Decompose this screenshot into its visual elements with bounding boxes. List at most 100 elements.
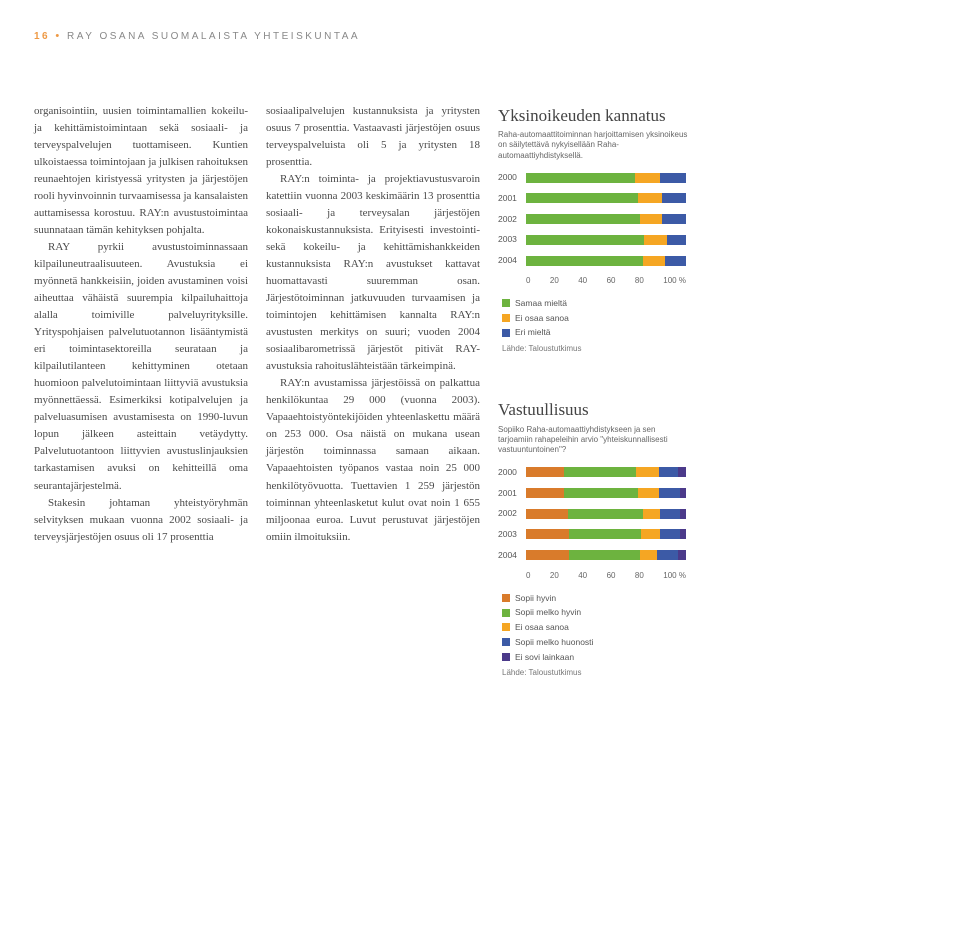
bar-row: 2002 (498, 213, 690, 226)
chart-legend: Samaa mieltä Ei osaa sanoaEri mieltä (502, 297, 690, 339)
bar-segment (660, 509, 679, 519)
legend-swatch-icon (502, 623, 510, 631)
bar-segment (526, 509, 568, 519)
bar-segment (526, 467, 564, 477)
legend-label: Sopii melko huonosti (515, 636, 593, 649)
sidebar-charts: Yksinoikeuden kannatus Raha-automaattito… (498, 103, 690, 680)
axis-tick: 40 (578, 275, 587, 287)
legend-label: Sopii melko hyvin (515, 606, 581, 619)
axis-tick: 20 (550, 275, 559, 287)
bar-row: 2004 (498, 254, 690, 267)
chart-source: Lähde: Taloustutkimus (502, 343, 690, 355)
chart-bars: 2000 2001 2002 2003 2004 (498, 466, 690, 562)
bar-segment (526, 173, 635, 183)
paragraph: Stakesin johtaman yhteistyöryhmän selvit… (34, 495, 248, 546)
bar-segment (678, 550, 686, 560)
bar-year-label: 2003 (498, 233, 520, 246)
legend-swatch-icon (502, 329, 510, 337)
legend-label: Eri mieltä (515, 326, 550, 339)
legend-swatch-icon (502, 314, 510, 322)
bar-row: 2002 (498, 507, 690, 520)
bar-year-label: 2001 (498, 487, 520, 500)
bar-segment (526, 214, 640, 224)
bar-row: 2003 (498, 233, 690, 246)
bar-segment (526, 235, 644, 245)
bar-segment (640, 214, 662, 224)
legend-item: Ei osaa sanoa (502, 312, 690, 325)
bar-segment (526, 256, 643, 266)
legend-item: Ei sovi lainkaan (502, 651, 690, 664)
bar-year-label: 2002 (498, 507, 520, 520)
axis-tick: 60 (607, 275, 616, 287)
legend-item: Eri mieltä (502, 326, 690, 339)
bar-segment (641, 529, 660, 539)
bar-row: 2003 (498, 528, 690, 541)
bar-segment (526, 488, 564, 498)
bar-segment (640, 550, 658, 560)
bar-row: 2001 (498, 192, 690, 205)
axis-tick: 0 (526, 570, 530, 582)
chart-yksinoikeuden: Yksinoikeuden kannatus Raha-automaattito… (498, 103, 690, 356)
bar-segment (662, 193, 686, 203)
bar-segment (680, 529, 686, 539)
bar-segment (678, 467, 686, 477)
axis-tick: 80 (635, 570, 644, 582)
bar-segment (644, 235, 666, 245)
bar-segment (660, 173, 686, 183)
stacked-bar (526, 509, 686, 519)
legend-swatch-icon (502, 638, 510, 646)
paragraph: RAY:n avustamissa järjestöissä on palkat… (266, 375, 480, 545)
stacked-bar (526, 550, 686, 560)
bar-year-label: 2000 (498, 466, 520, 479)
legend-label: Samaa mieltä (515, 297, 567, 310)
bar-row: 2001 (498, 487, 690, 500)
bar-segment (667, 235, 686, 245)
bar-segment (638, 193, 662, 203)
axis-tick: 60 (607, 570, 616, 582)
bar-segment (662, 214, 686, 224)
legend-item: Ei osaa sanoa (502, 621, 690, 634)
chart-title: Yksinoikeuden kannatus (498, 103, 690, 129)
bullet-icon: • (55, 30, 61, 42)
chart-subtitle: Raha-automaattitoiminnan harjoittamisen … (498, 130, 690, 161)
bar-year-label: 2004 (498, 549, 520, 562)
bar-segment (635, 173, 661, 183)
axis-tick: 40 (578, 570, 587, 582)
bar-segment (665, 256, 686, 266)
stacked-bar (526, 256, 686, 266)
chart-axis: 020406080100 % (526, 570, 686, 582)
axis-tick: 20 (550, 570, 559, 582)
bar-segment (526, 529, 569, 539)
legend-label: Ei osaa sanoa (515, 621, 569, 634)
bar-segment (680, 509, 686, 519)
stacked-bar (526, 173, 686, 183)
bar-segment (568, 509, 643, 519)
bar-segment (638, 488, 659, 498)
bar-segment (526, 550, 569, 560)
chart-axis: 020406080100 % (526, 275, 686, 287)
stacked-bar (526, 214, 686, 224)
bar-row: 2004 (498, 549, 690, 562)
bar-segment (569, 529, 641, 539)
section-title: RAY OSANA SUOMALAISTA YHTEISKUNTAA (67, 31, 360, 42)
chart-vastuullisuus: Vastuullisuus Sopiiko Raha-automaattiyhd… (498, 397, 690, 679)
stacked-bar (526, 467, 686, 477)
bar-segment (569, 550, 639, 560)
bar-segment (564, 467, 636, 477)
bar-year-label: 2000 (498, 171, 520, 184)
text-column-2: sosiaalipalvelujen kustannuksista ja yri… (266, 103, 480, 680)
chart-source: Lähde: Taloustutkimus (502, 667, 690, 679)
stacked-bar (526, 193, 686, 203)
paragraph: sosiaalipalvelujen kustannuksista ja yri… (266, 103, 480, 171)
bar-segment (526, 193, 638, 203)
paragraph: RAY:n toiminta- ja projektiavustusvaroin… (266, 171, 480, 376)
page-header: 16 • RAY OSANA SUOMALAISTA YHTEISKUNTAA (34, 28, 926, 45)
chart-bars: 2000 2001 2002 2003 2004 (498, 171, 690, 267)
legend-swatch-icon (502, 609, 510, 617)
legend-swatch-icon (502, 653, 510, 661)
chart-title: Vastuullisuus (498, 397, 690, 423)
legend-swatch-icon (502, 299, 510, 307)
paragraph: RAY pyrkii avustustoiminnassaan kilpailu… (34, 239, 248, 495)
chart-legend: Sopii hyvinSopii melko hyvinEi osaa sano… (502, 592, 690, 664)
legend-label: Ei osaa sanoa (515, 312, 569, 325)
